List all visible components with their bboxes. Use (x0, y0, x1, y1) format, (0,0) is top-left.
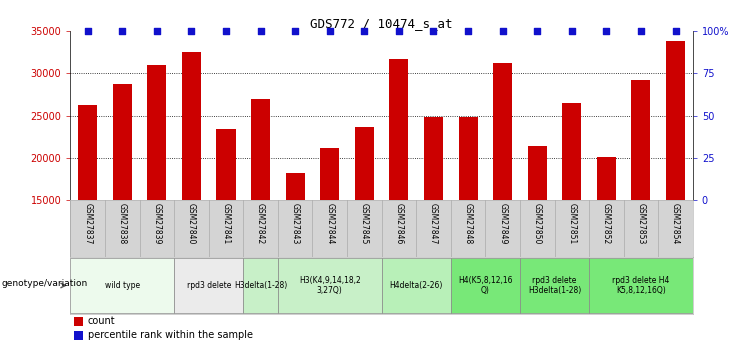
Bar (79, 106, 97, 200)
Bar (631, 80, 651, 200)
Bar (251, 99, 270, 200)
Text: rpd3 delete: rpd3 delete (187, 281, 231, 290)
Bar (113, 84, 132, 200)
Bar (390, 59, 408, 200)
Point (428, 28, 439, 34)
Bar (494, 63, 512, 200)
Bar (355, 127, 373, 200)
Bar (73, 331, 83, 340)
Text: GSM27853: GSM27853 (637, 203, 645, 244)
Text: H4(K5,8,12,16
Q): H4(K5,8,12,16 Q) (458, 276, 513, 295)
Bar (382, 258, 451, 313)
Text: genotype/variation: genotype/variation (1, 279, 87, 288)
Text: GSM27837: GSM27837 (83, 203, 92, 244)
Point (151, 28, 163, 34)
Bar (243, 258, 278, 313)
Point (255, 28, 267, 34)
Point (393, 28, 405, 34)
Bar (666, 41, 685, 200)
Text: GSM27848: GSM27848 (464, 203, 473, 244)
Bar (278, 258, 382, 313)
Point (82, 28, 93, 34)
Point (359, 28, 370, 34)
Bar (424, 117, 443, 200)
Text: GSM27854: GSM27854 (671, 203, 680, 244)
Point (185, 28, 197, 34)
Text: GSM27852: GSM27852 (602, 203, 611, 244)
Text: H3delta(1-28): H3delta(1-28) (234, 281, 288, 290)
Text: GSM27845: GSM27845 (360, 203, 369, 244)
Text: GSM27850: GSM27850 (533, 203, 542, 244)
Bar (589, 258, 693, 313)
Text: GSM27851: GSM27851 (568, 203, 576, 244)
Bar (597, 157, 616, 200)
Point (566, 28, 578, 34)
Bar (73, 317, 83, 326)
Text: GSM27849: GSM27849 (498, 203, 507, 244)
Bar (320, 148, 339, 200)
Bar (182, 52, 201, 200)
Bar (216, 129, 236, 200)
Title: GDS772 / 10474_s_at: GDS772 / 10474_s_at (310, 17, 453, 30)
Text: GSM27846: GSM27846 (394, 203, 403, 244)
Text: GSM27840: GSM27840 (187, 203, 196, 244)
Point (600, 28, 612, 34)
Point (635, 28, 647, 34)
Text: rpd3 delete H4
K5,8,12,16Q): rpd3 delete H4 K5,8,12,16Q) (612, 276, 670, 295)
Text: rpd3 delete
H3delta(1-28): rpd3 delete H3delta(1-28) (528, 276, 581, 295)
Point (531, 28, 543, 34)
Bar (285, 173, 305, 200)
Point (496, 28, 508, 34)
Text: GSM27844: GSM27844 (325, 203, 334, 244)
Text: count: count (87, 316, 115, 326)
Bar (520, 258, 589, 313)
Bar (70, 258, 174, 313)
Text: percentile rank within the sample: percentile rank within the sample (87, 330, 253, 340)
Point (289, 28, 301, 34)
Text: H4delta(2-26): H4delta(2-26) (390, 281, 443, 290)
Text: GSM27843: GSM27843 (290, 203, 299, 244)
Bar (174, 258, 243, 313)
Text: GSM27838: GSM27838 (118, 203, 127, 244)
Point (462, 28, 474, 34)
Bar (147, 65, 166, 200)
Bar (459, 117, 477, 200)
Text: GSM27841: GSM27841 (222, 203, 230, 244)
Text: GSM27847: GSM27847 (429, 203, 438, 244)
Text: GSM27839: GSM27839 (153, 203, 162, 244)
Text: wild type: wild type (104, 281, 140, 290)
Text: H3(K4,9,14,18,2
3,27Q): H3(K4,9,14,18,2 3,27Q) (299, 276, 361, 295)
Point (324, 28, 336, 34)
Text: GSM27842: GSM27842 (256, 203, 265, 244)
Bar (562, 103, 581, 200)
Point (220, 28, 232, 34)
Bar (528, 146, 547, 200)
Bar (451, 258, 520, 313)
Point (670, 28, 682, 34)
Point (116, 28, 128, 34)
